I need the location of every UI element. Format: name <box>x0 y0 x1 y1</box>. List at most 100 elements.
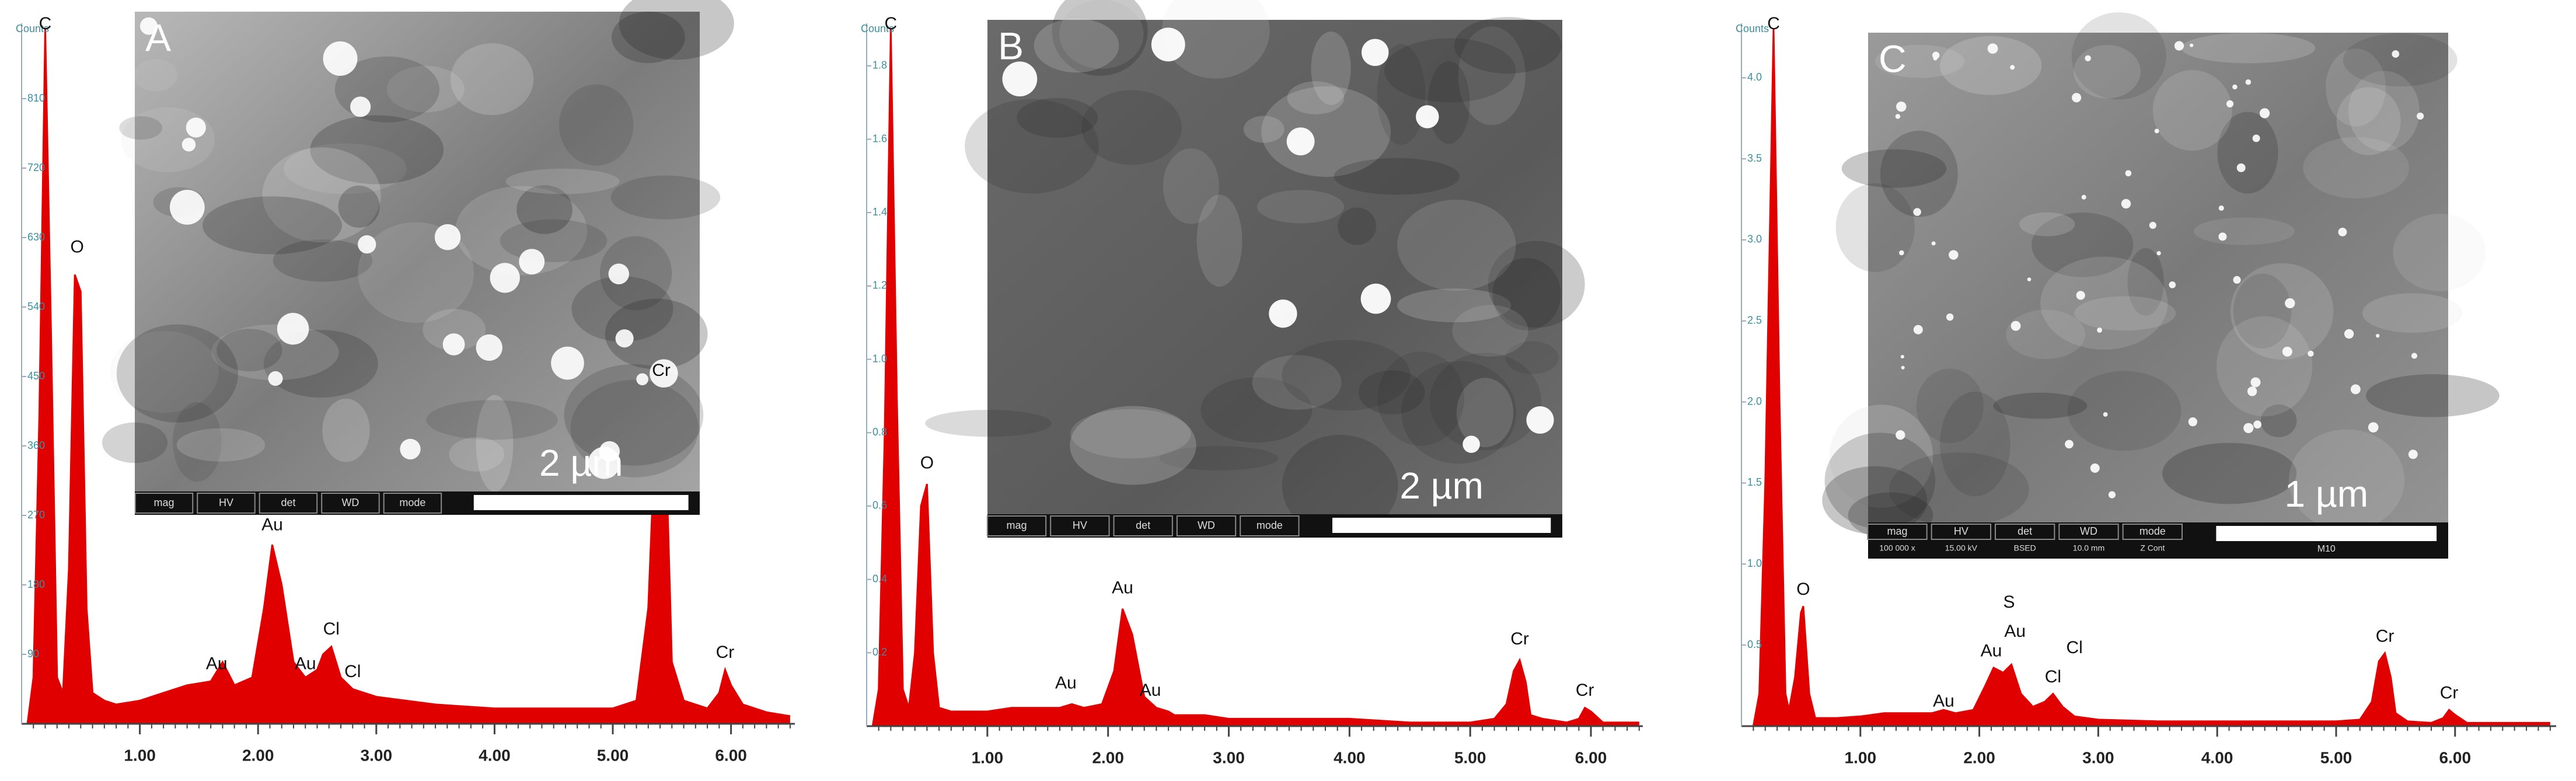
sem-inset: mag HV det WD mode 2 µm A <box>102 0 734 515</box>
texture <box>516 185 573 234</box>
texture <box>1488 240 1585 328</box>
x-tick-label: 6.00 <box>715 746 747 764</box>
peak-label: Cr <box>1510 629 1529 648</box>
particle <box>2103 412 2108 417</box>
particle <box>1899 250 1904 256</box>
y-tick-label: 1.6 <box>872 133 887 144</box>
texture <box>1492 258 1561 331</box>
y-tick-label: 720 <box>27 162 45 173</box>
texture <box>116 324 238 423</box>
texture <box>310 115 444 184</box>
texture <box>338 185 380 228</box>
info-label: det <box>281 497 295 508</box>
y-tick-label: 3.5 <box>1747 152 1762 164</box>
y-tick-label: 270 <box>27 509 45 521</box>
texture <box>559 84 634 166</box>
texture <box>450 43 534 116</box>
texture <box>619 0 734 60</box>
texture <box>1875 44 1965 78</box>
sem-inset: mag HV det WD mode 2 µm B <box>925 0 1585 538</box>
texture <box>571 276 673 342</box>
texture <box>449 437 504 472</box>
particle <box>2072 93 2082 103</box>
texture <box>217 329 282 372</box>
particle <box>2121 198 2131 209</box>
y-tick-label: 0.6 <box>872 500 887 511</box>
x-tick-label: 1.00 <box>124 746 156 764</box>
particle <box>2368 422 2379 433</box>
particle <box>476 334 502 361</box>
info-value: 100 000 x <box>1879 543 1915 553</box>
y-tick-label: 1.0 <box>1747 557 1762 569</box>
texture <box>610 175 721 219</box>
texture <box>176 428 266 462</box>
info-cell <box>986 515 1047 536</box>
texture <box>102 422 168 463</box>
particle <box>2149 221 2156 229</box>
particle <box>442 333 465 355</box>
texture <box>1252 355 1342 410</box>
texture <box>1916 368 1984 444</box>
info-cell <box>197 493 256 514</box>
info-value: BSED <box>2014 543 2036 553</box>
y-tick-label: 2.5 <box>1747 315 1762 326</box>
texture <box>605 298 708 369</box>
particle <box>2285 298 2295 309</box>
particle <box>1913 208 1921 216</box>
texture <box>564 364 704 466</box>
texture <box>925 410 1052 437</box>
particle <box>400 438 421 460</box>
texture <box>1824 433 1936 529</box>
particle <box>2108 491 2116 498</box>
texture <box>1829 405 1933 508</box>
x-tick-label: 5.00 <box>2320 748 2352 766</box>
x-tick-label: 2.00 <box>1092 748 1124 766</box>
y-tick-label: 4.0 <box>1747 71 1762 83</box>
info-value: Z Cont <box>2140 543 2165 553</box>
particle <box>181 138 196 152</box>
texture <box>134 59 178 92</box>
particle <box>2417 112 2424 120</box>
peak-label: C <box>1767 14 1780 33</box>
particle <box>1896 101 1907 112</box>
info-cell <box>1931 524 1992 540</box>
texture <box>2067 371 2181 451</box>
info-cell <box>1050 515 1110 536</box>
info-label: HV <box>219 497 233 508</box>
info-label: HV <box>1954 525 1968 537</box>
particle <box>650 359 678 388</box>
texture <box>1505 341 1559 374</box>
particle <box>186 117 206 138</box>
particle <box>268 371 283 386</box>
particle <box>2188 417 2198 427</box>
particle <box>2247 386 2257 396</box>
peak-label: O <box>920 454 934 473</box>
peak-label: Au <box>295 654 316 674</box>
particle <box>2081 194 2086 200</box>
particle <box>2338 228 2347 236</box>
x-tick-label: 3.00 <box>1213 748 1245 766</box>
particle <box>1002 61 1038 97</box>
info-cell <box>1113 515 1173 536</box>
texture <box>1257 190 1345 224</box>
texture <box>455 186 588 276</box>
texture <box>283 143 407 194</box>
panel-label: A <box>145 16 171 59</box>
texture <box>1017 97 1098 138</box>
texture <box>203 196 342 254</box>
particle <box>1360 283 1391 314</box>
particle <box>358 235 376 254</box>
peak-label: C <box>885 14 898 33</box>
peak-label: Au <box>1981 641 2002 660</box>
y-axis-label: Counts <box>16 23 49 34</box>
particle <box>2027 277 2032 281</box>
texture <box>263 330 378 398</box>
particle <box>2411 353 2418 359</box>
texture <box>1429 353 1541 451</box>
texture <box>1359 370 1425 414</box>
y-tick-label: 3.0 <box>1747 233 1762 245</box>
info-cell <box>2058 524 2119 540</box>
texture <box>2152 70 2232 151</box>
particle <box>551 346 584 380</box>
